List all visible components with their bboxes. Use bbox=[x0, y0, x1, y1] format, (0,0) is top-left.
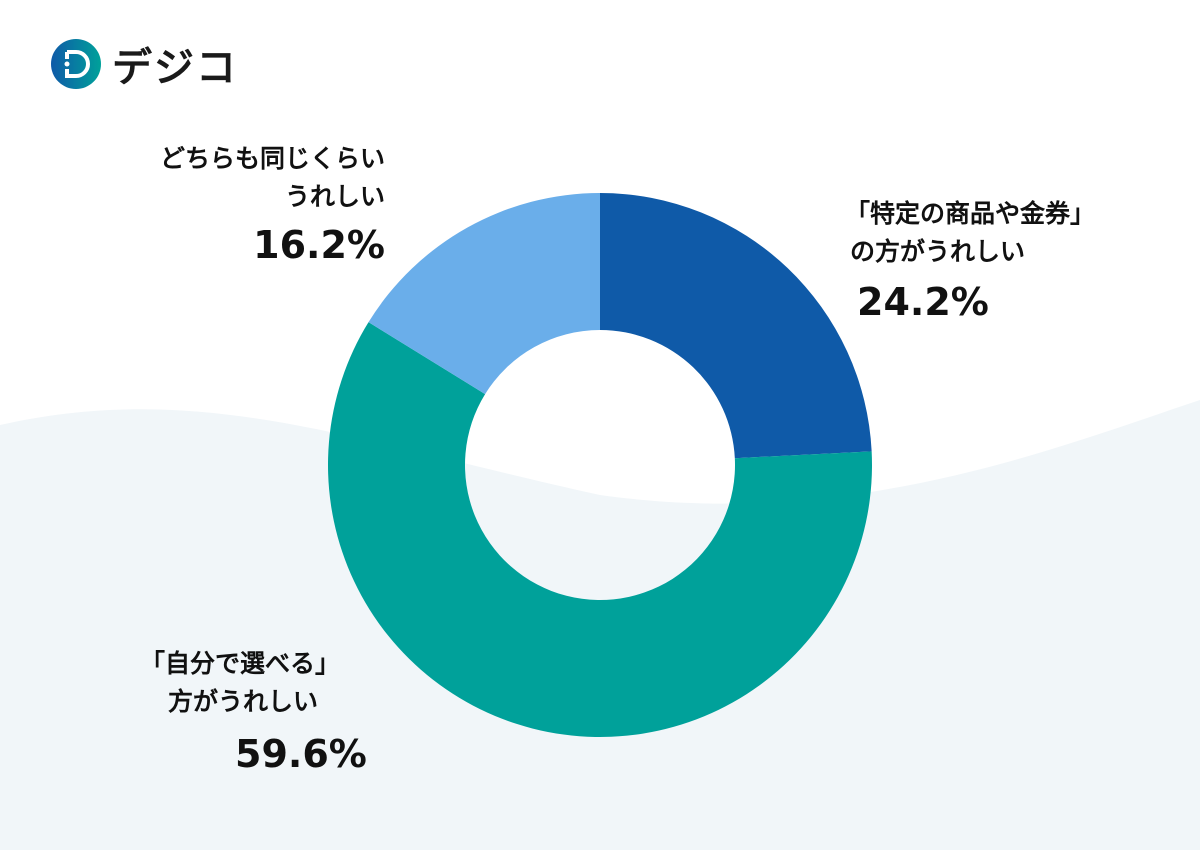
logo-mark-icon bbox=[51, 39, 101, 89]
label-line: どちらも同じくらい bbox=[159, 144, 385, 173]
data-label: 24.2% bbox=[857, 280, 989, 324]
data-label: 16.2% bbox=[253, 223, 385, 267]
slice-label-same: どちらも同じくらい うれしい 16.2% bbox=[160, 140, 385, 270]
logo-text: デジコ bbox=[112, 45, 238, 91]
donut-slice-0 bbox=[600, 193, 872, 459]
label-line: うれしい bbox=[284, 182, 385, 211]
label-line: 方がうれしい bbox=[168, 687, 319, 716]
label-line: の方がうれしい bbox=[850, 237, 1026, 266]
label-line: 「自分で選べる」 bbox=[140, 649, 341, 678]
data-label: 59.6% bbox=[235, 732, 367, 776]
digico-logo: デジコ bbox=[50, 35, 238, 93]
label-line: 「特定の商品や金券」 bbox=[845, 199, 1096, 228]
slice-label-choose: 「自分で選べる」 方がうれしい 59.6% bbox=[140, 645, 367, 779]
slice-label-specific: 「特定の商品や金券」 の方がうれしい 24.2% bbox=[845, 195, 1095, 327]
donut-slice-2 bbox=[368, 193, 600, 395]
donut-slice-1 bbox=[327, 322, 872, 738]
